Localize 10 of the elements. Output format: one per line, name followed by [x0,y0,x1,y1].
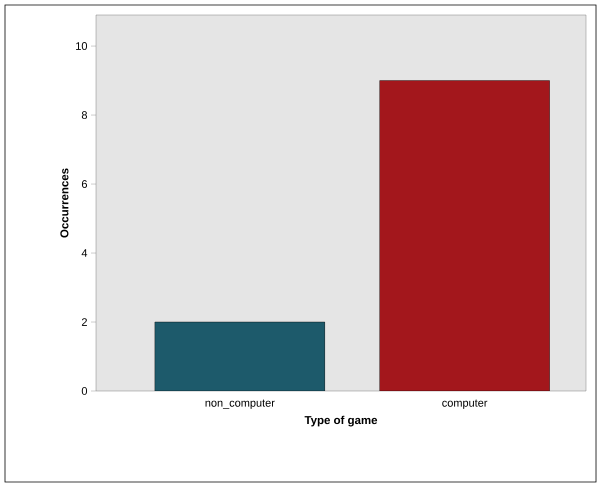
x-tick-label: non_computer [206,400,275,409]
x-axis-title: Type of game [304,416,378,426]
y-tick-label: 8 [82,111,87,119]
x-tick-label: computer [442,400,488,409]
y-tick-label: 10 [76,42,88,50]
y-axis-title: Occurrences [60,168,68,238]
y-tick-label: 0 [82,387,88,395]
y-tick-label: 4 [82,249,88,257]
y-tick-label: 6 [82,180,87,188]
y-tick-label: 2 [82,318,87,326]
